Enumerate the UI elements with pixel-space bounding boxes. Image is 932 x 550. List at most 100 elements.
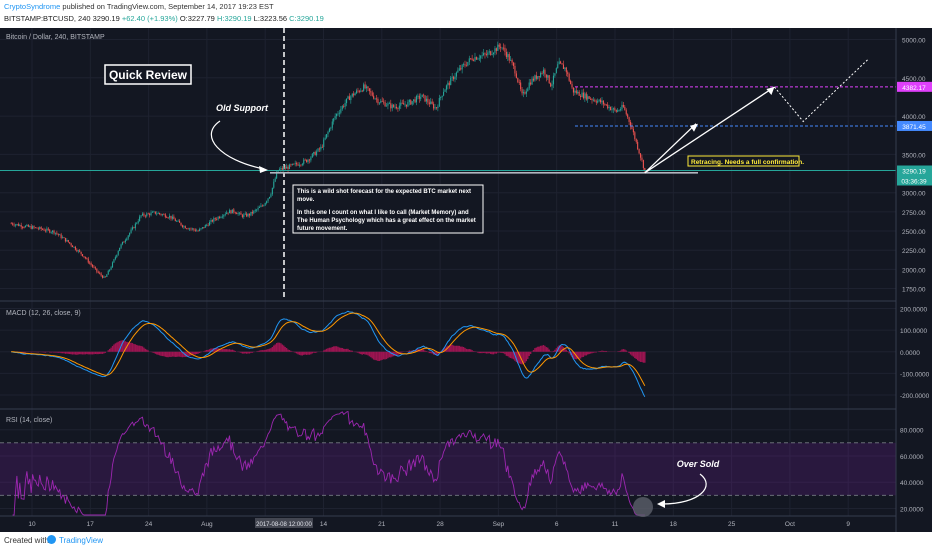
candle-body bbox=[497, 44, 499, 51]
candle-body bbox=[475, 57, 477, 60]
candle-body bbox=[384, 102, 386, 107]
candle-body bbox=[230, 210, 232, 214]
candle-body bbox=[124, 240, 126, 243]
candle-body bbox=[464, 64, 466, 66]
candle-body bbox=[461, 64, 463, 70]
candle-body bbox=[590, 98, 592, 100]
candle-body bbox=[283, 167, 285, 170]
time-tick-label: 11 bbox=[612, 521, 619, 528]
candle-body bbox=[541, 72, 543, 74]
candle-body bbox=[284, 167, 286, 169]
candle-body bbox=[488, 51, 490, 53]
candle-body bbox=[206, 224, 208, 226]
candle-body bbox=[241, 214, 243, 218]
candle-body bbox=[79, 250, 81, 252]
candle-body bbox=[572, 87, 574, 93]
candle-body bbox=[260, 205, 262, 208]
candle-body bbox=[246, 213, 248, 217]
candle-body bbox=[354, 93, 356, 96]
candle-body bbox=[276, 171, 278, 179]
candle-body bbox=[267, 198, 269, 202]
quick-review-label: Quick Review bbox=[109, 68, 188, 82]
candle-body bbox=[324, 137, 326, 140]
time-tick-label: 9 bbox=[846, 521, 850, 528]
candle-body bbox=[377, 98, 379, 104]
candle-body bbox=[176, 220, 178, 222]
candle-body bbox=[387, 103, 389, 106]
old-support-arrow bbox=[210, 120, 265, 170]
candle-body bbox=[438, 97, 440, 107]
candle-body bbox=[321, 146, 323, 148]
candle-body bbox=[632, 129, 634, 133]
author-link[interactable]: CryptoSyndrome bbox=[4, 2, 61, 11]
rsi-tick-label: 40.0000 bbox=[900, 480, 924, 487]
last-price: 3290.19 bbox=[92, 14, 120, 23]
candle-body bbox=[13, 224, 15, 226]
grid-lines bbox=[0, 28, 896, 516]
candle-body bbox=[234, 212, 236, 214]
candle-body bbox=[425, 98, 428, 102]
candle-body bbox=[200, 228, 202, 230]
candle-body bbox=[544, 69, 546, 75]
time-tick-label: 10 bbox=[28, 521, 36, 528]
candle-body bbox=[286, 166, 288, 169]
candle-body bbox=[170, 215, 172, 219]
candle-body bbox=[411, 101, 413, 105]
macd-pane-title: MACD (12, 26, close, 9) bbox=[6, 310, 81, 317]
tradingview-logo-icon[interactable] bbox=[47, 535, 56, 544]
candle-body bbox=[44, 230, 46, 232]
candle-body bbox=[338, 112, 340, 114]
candle-body bbox=[584, 93, 586, 99]
candle-body bbox=[87, 258, 89, 263]
candle-body bbox=[622, 104, 624, 107]
candle-body bbox=[136, 222, 138, 224]
candle-body bbox=[334, 116, 336, 119]
candle-body bbox=[467, 61, 469, 66]
candle-body bbox=[351, 93, 353, 97]
candle-body bbox=[287, 166, 289, 170]
candle-body bbox=[463, 64, 465, 66]
candle-body bbox=[473, 59, 475, 61]
created-with-text: Created with bbox=[4, 536, 49, 545]
candle-body bbox=[280, 168, 282, 170]
candle-body bbox=[530, 82, 532, 85]
candle-body bbox=[126, 238, 128, 241]
candle-body bbox=[277, 170, 279, 172]
candle-body bbox=[231, 209, 233, 214]
candle-body bbox=[525, 91, 527, 94]
candle-body bbox=[203, 227, 205, 228]
candle-body bbox=[465, 65, 467, 67]
candle-body bbox=[119, 247, 121, 251]
indicator-lines bbox=[11, 310, 646, 516]
candle-body bbox=[510, 59, 512, 61]
candle-body bbox=[371, 92, 373, 96]
candle-body bbox=[316, 151, 318, 156]
candle-body bbox=[453, 76, 455, 80]
time-axis[interactable]: 101724Aug7142128Sep6111825Oct92017-08-08… bbox=[28, 518, 850, 528]
candle-body bbox=[233, 209, 235, 213]
candle-body bbox=[293, 163, 295, 165]
candle-body bbox=[174, 219, 176, 222]
candle-body bbox=[568, 73, 570, 81]
time-tick-label: Sep bbox=[493, 521, 505, 528]
candle-body bbox=[437, 106, 439, 109]
candle-body bbox=[388, 103, 390, 105]
candle-body bbox=[314, 152, 316, 156]
candle-body bbox=[370, 91, 372, 93]
candle-body bbox=[340, 109, 342, 113]
candle-body bbox=[306, 159, 308, 163]
chart-area[interactable]: 4382.17 3871.45 3290.19 03:36:39 Bitcoin / … bbox=[0, 28, 932, 532]
candle-body bbox=[213, 218, 215, 222]
candle-body bbox=[574, 90, 576, 93]
tradingview-brand[interactable]: TradingView bbox=[59, 536, 104, 545]
candle-body bbox=[207, 224, 209, 226]
candle-body bbox=[460, 68, 462, 70]
candle-body bbox=[458, 68, 460, 71]
candle-body bbox=[271, 187, 273, 195]
level-price-label: 3290.19 bbox=[902, 168, 926, 175]
price-axis[interactable]: 5000.00 4500.00 4000.00 3500.00 3000.00 2750.… bbox=[900, 37, 930, 513]
candle-body bbox=[534, 75, 536, 81]
candle-body bbox=[236, 213, 238, 215]
candle-body bbox=[521, 89, 523, 94]
candle-body bbox=[29, 226, 31, 227]
